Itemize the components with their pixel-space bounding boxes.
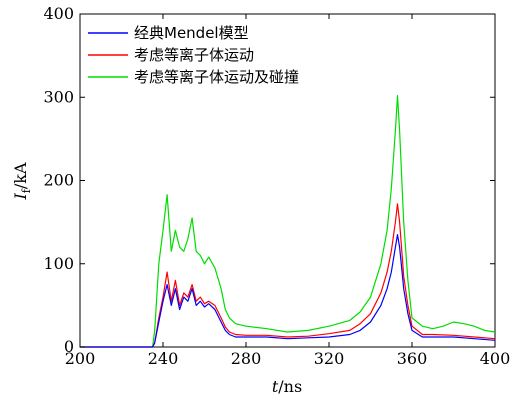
series-line-0 [80, 234, 496, 348]
y-tick-label: 200 [43, 171, 74, 190]
x-tick-label: 320 [314, 349, 345, 368]
y-tick-label: 400 [43, 4, 74, 23]
x-axis-label: t/ns [272, 377, 302, 396]
y-tick-label: 100 [43, 254, 74, 273]
tick-layer: 200 240 280 320 360 400 0 100 200 300 400 [43, 4, 510, 368]
x-tick-label: 400 [480, 349, 510, 368]
series-line-1 [80, 203, 496, 348]
y-axis-label: If/kA [11, 162, 33, 200]
y-tick-label: 300 [43, 87, 74, 106]
x-tick-label: 200 [65, 349, 96, 368]
legend-label: 经典Mendel模型 [134, 24, 249, 42]
series-line-2 [80, 95, 496, 348]
x-tick-label: 240 [148, 349, 179, 368]
x-tick-label: 280 [231, 349, 262, 368]
legend-label: 考虑等离子体运动及碰撞 [134, 68, 299, 86]
x-tick-label: 360 [397, 349, 428, 368]
series-layer [80, 95, 496, 348]
legend-label: 考虑等离子体运动 [134, 46, 254, 64]
y-tick-label: 0 [64, 337, 74, 356]
